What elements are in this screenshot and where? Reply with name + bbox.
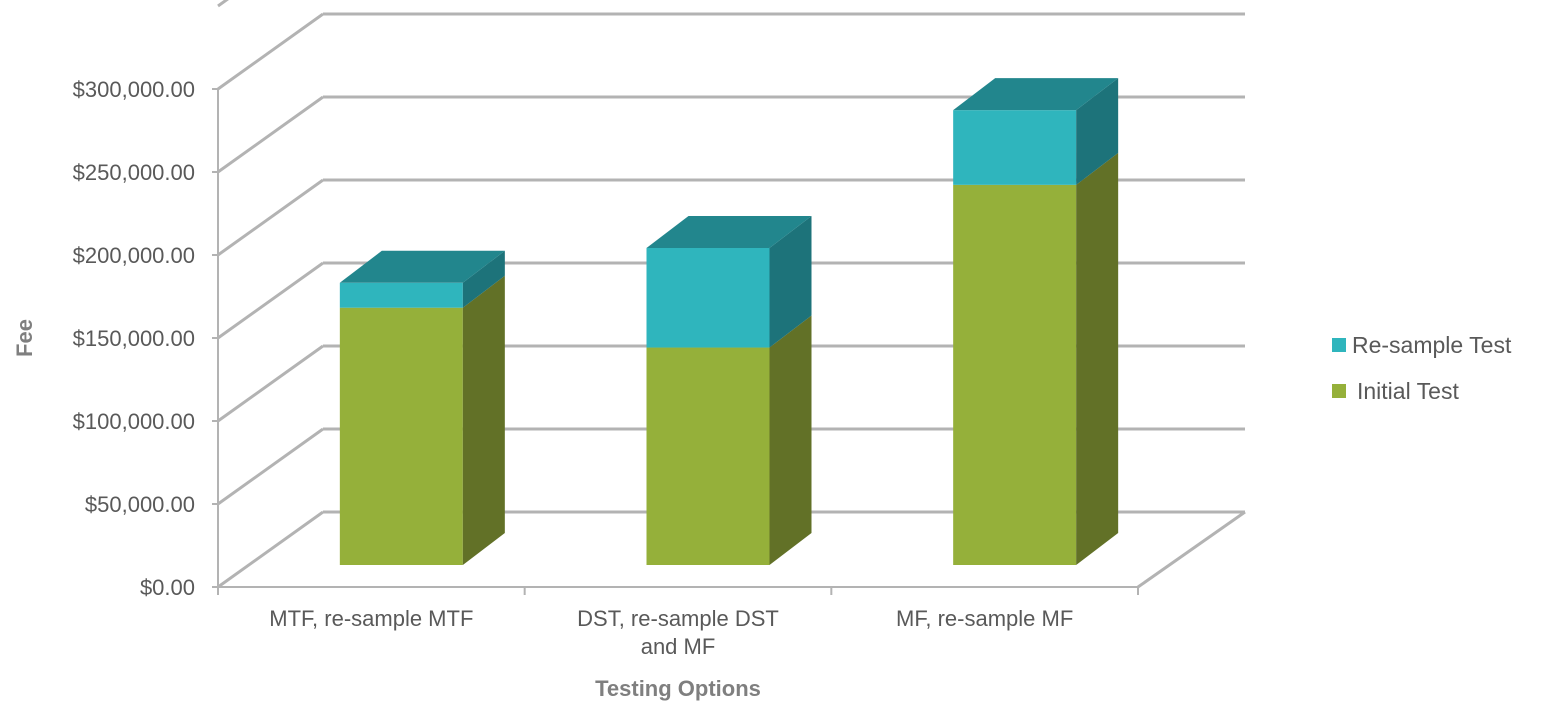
bar-front-initial-test-0: [339, 307, 463, 565]
gridline-side-4: [217, 178, 324, 257]
gridline-side-5: [217, 95, 324, 174]
bar-front-initial-test-2: [953, 184, 1077, 566]
x-category-label: DST, re-sample DST: [577, 606, 779, 631]
gridline-side-6: [217, 12, 324, 91]
bar-side-re-sample-test-1: [769, 215, 812, 348]
bar-front-re-sample-test-1: [646, 247, 770, 348]
legend: Re-sample Test Initial Test: [1332, 332, 1512, 404]
x-axis-title: Testing Options: [595, 676, 761, 701]
bar-side-initial-test-2: [1076, 152, 1119, 566]
bar-top-0: [339, 250, 505, 283]
gridline-side-2: [217, 344, 324, 423]
axes: $0.00 $50,000.00 $100,000.00 $150,000.00 $20…: [12, 77, 1139, 701]
legend-label-re-sample-test: Re-sample Test: [1352, 332, 1512, 358]
bar-top-2: [953, 78, 1119, 111]
x-category-label: MF, re-sample MF: [896, 606, 1073, 631]
y-tick-label: $200,000.00: [73, 243, 195, 268]
bar-side-re-sample-test-2: [1076, 78, 1119, 185]
bar-side-re-sample-test-0: [462, 250, 505, 308]
y-tick-label: $300,000.00: [73, 77, 195, 102]
y-tick-label: $150,000.00: [73, 326, 195, 351]
floor-right-edge: [1137, 510, 1246, 589]
y-tick-label: $250,000.00: [73, 160, 195, 185]
y-tick-label: $0.00: [140, 575, 195, 600]
legend-swatch-initial-test: [1332, 384, 1346, 398]
gridline-side-3: [217, 261, 324, 340]
bar-side-initial-test-0: [462, 275, 505, 565]
y-tick-label: $50,000.00: [85, 492, 195, 517]
bar-top-1: [646, 215, 812, 248]
gridline-side-0: [217, 510, 324, 589]
bar-front-re-sample-test-0: [339, 282, 463, 308]
bar-front-initial-test-1: [646, 347, 770, 565]
bar-front-re-sample-test-2: [953, 110, 1077, 185]
x-category-label: MTF, re-sample MTF: [269, 606, 473, 631]
bar-side-initial-test-1: [769, 315, 812, 565]
y-tick-label: $100,000.00: [73, 409, 195, 434]
legend-swatch-re-sample-test: [1332, 338, 1346, 352]
legend-label-initial-test: Initial Test: [1357, 378, 1459, 404]
gridline-side-7: [217, 0, 229, 8]
gridline-side-1: [217, 427, 324, 506]
x-category-label: and MF: [641, 634, 716, 659]
bars: [339, 78, 1119, 566]
y-axis-title: Fee: [12, 319, 37, 357]
